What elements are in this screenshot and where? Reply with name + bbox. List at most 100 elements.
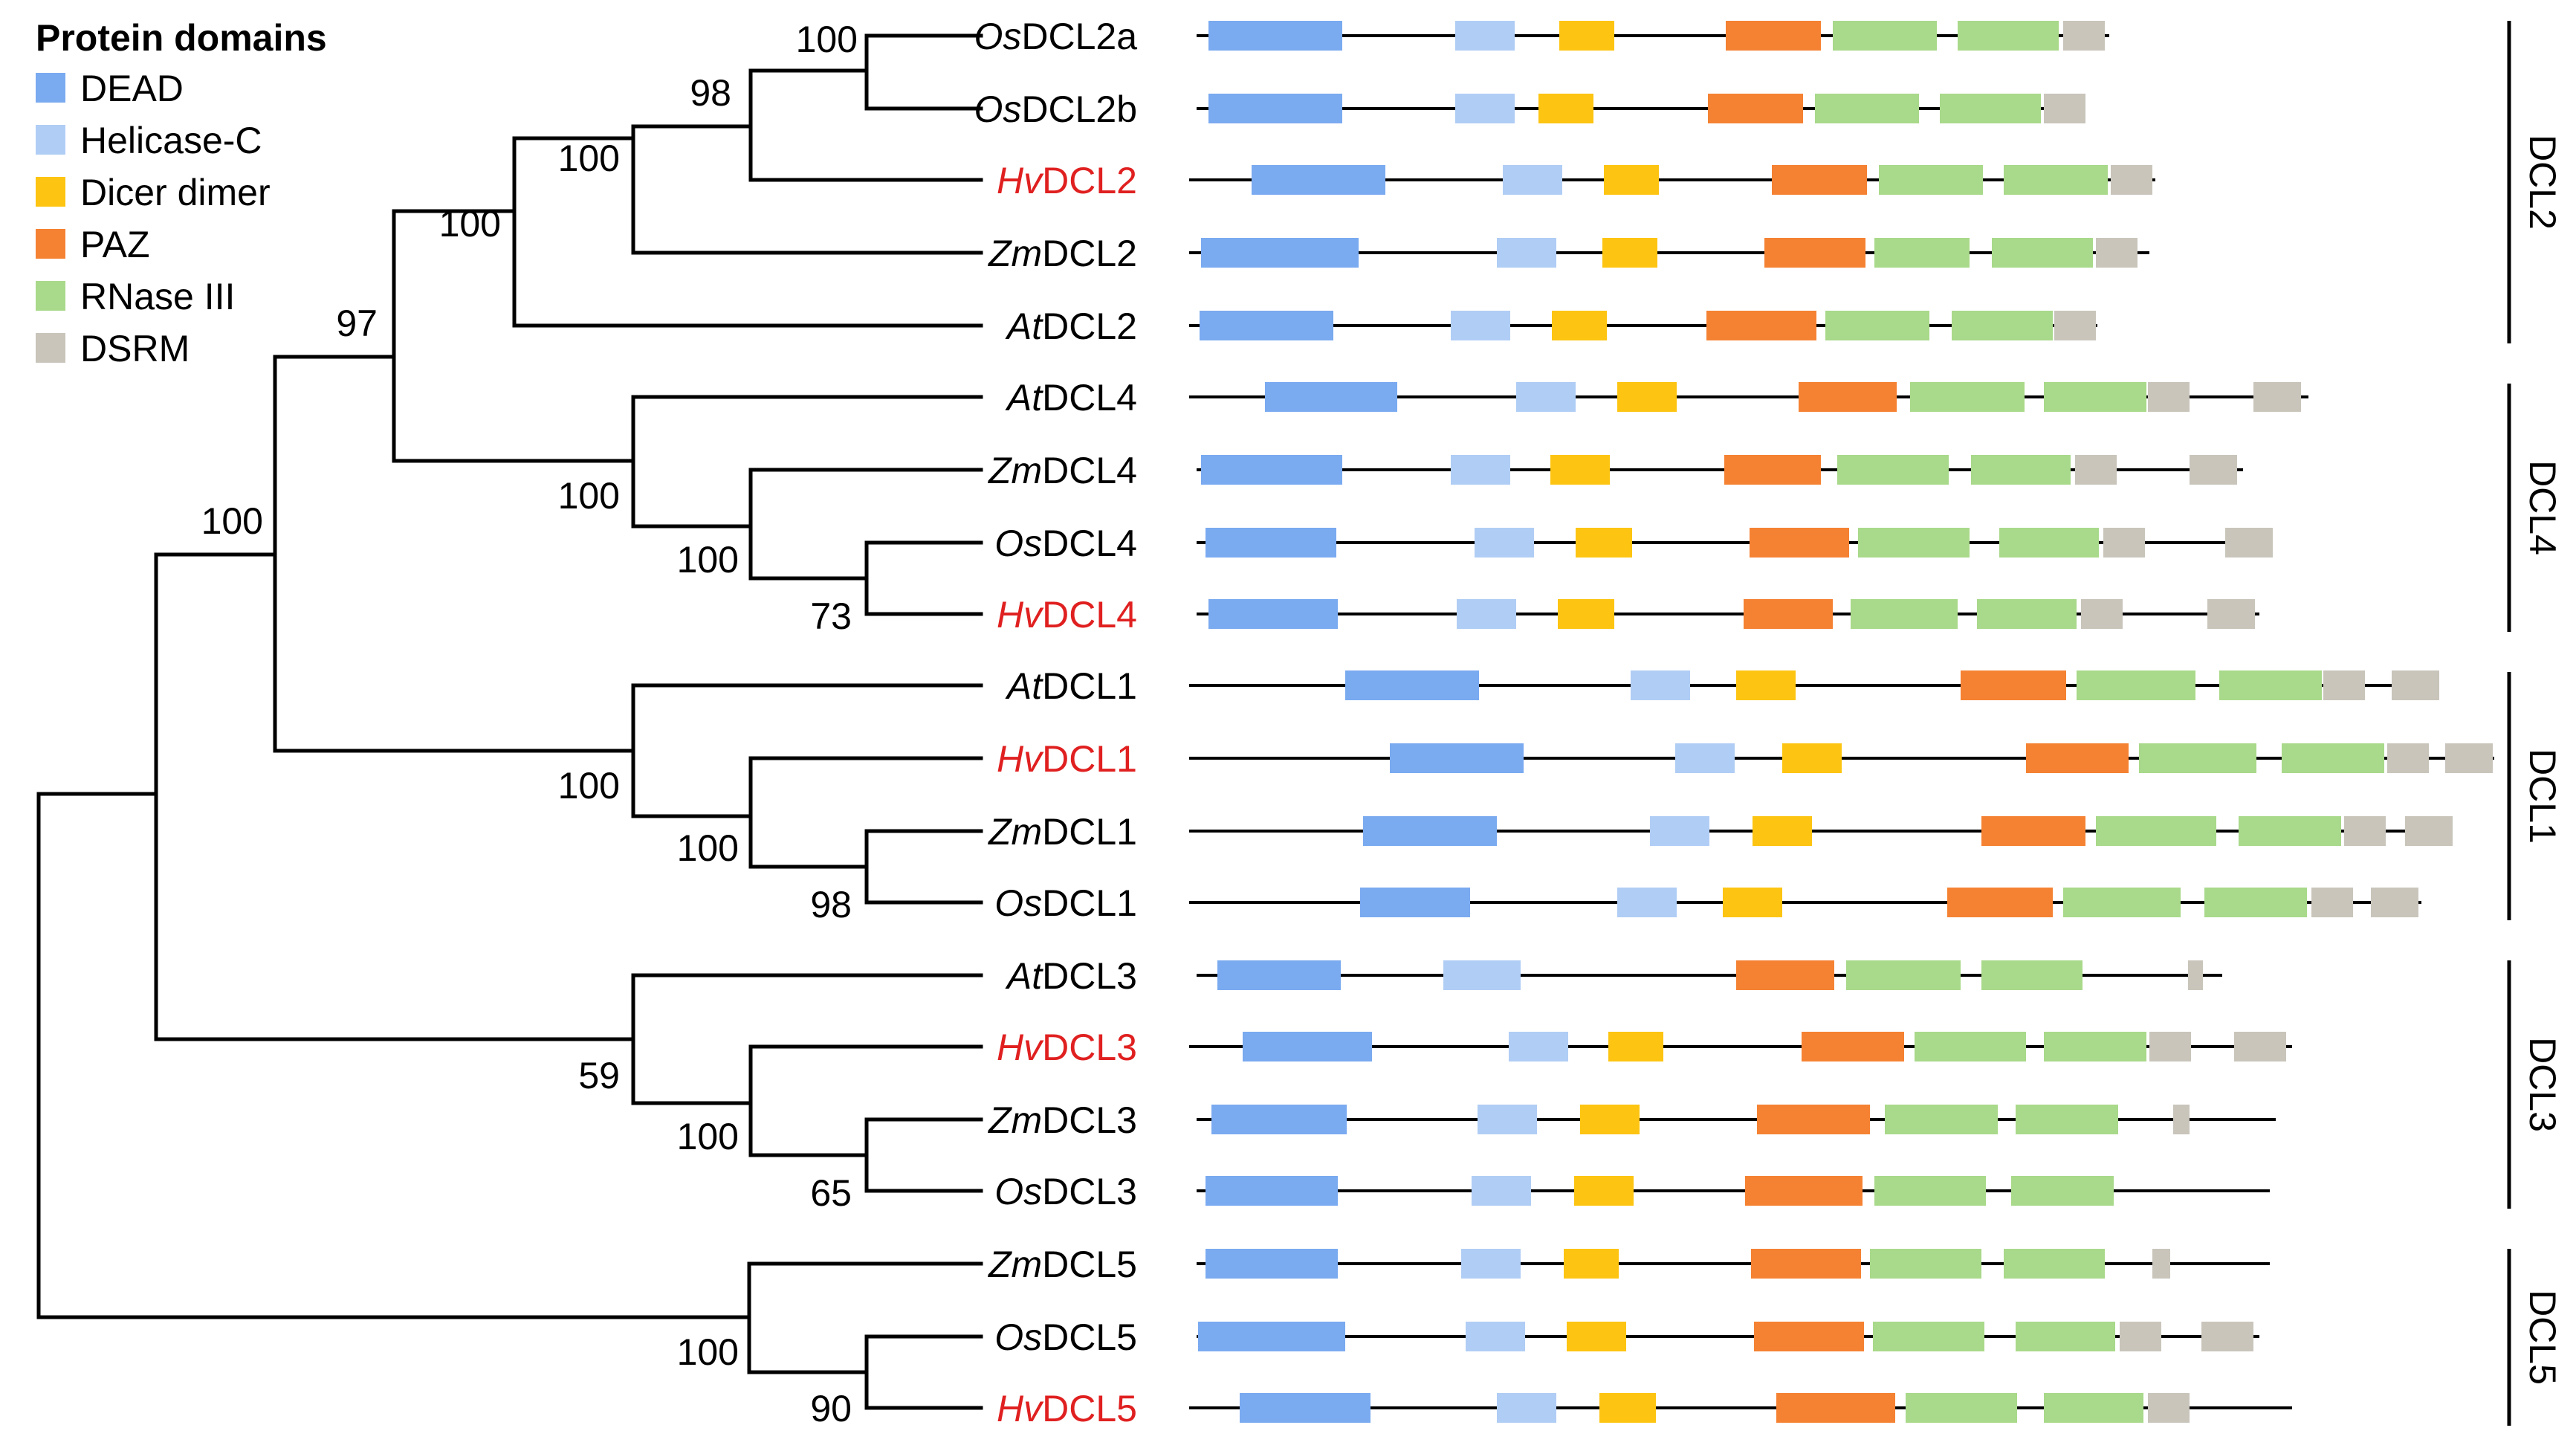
taxon-label: HvDCL5 bbox=[997, 1388, 1137, 1429]
domain-dim bbox=[1736, 670, 1796, 700]
taxon-gene: DCL2 bbox=[1042, 160, 1137, 201]
domain-dead bbox=[1243, 1032, 1372, 1061]
domain-rn3 bbox=[1833, 21, 1937, 51]
domain-hel bbox=[1457, 599, 1516, 629]
domain-dim bbox=[1617, 382, 1677, 412]
domain-paz bbox=[1757, 1105, 1870, 1134]
taxon-label: ZmDCL4 bbox=[988, 450, 1137, 491]
branch-node-dcl5-b bbox=[864, 1334, 983, 1410]
branch-node-dcl2-b bbox=[748, 68, 983, 182]
domain-rn3 bbox=[2016, 1105, 2118, 1134]
domain-dead bbox=[1208, 94, 1342, 123]
taxon-gene: DCL5 bbox=[1042, 1388, 1137, 1429]
branch-node-dcl1-c bbox=[864, 829, 983, 905]
domain-dsrm bbox=[2371, 888, 2418, 917]
domain-dead bbox=[1201, 455, 1342, 485]
domain-rn3 bbox=[2004, 1249, 2105, 1279]
domain-dsrm bbox=[2148, 382, 2190, 412]
domain-dsrm bbox=[2120, 1322, 2161, 1351]
domain-dsrm bbox=[2190, 455, 2237, 485]
domain-dsrm bbox=[2201, 1322, 2253, 1351]
domain-dsrm bbox=[2081, 599, 2123, 629]
protein-architecture bbox=[1189, 1393, 2292, 1423]
domain-rn3 bbox=[2219, 670, 2322, 700]
legend-swatch-dead bbox=[36, 73, 65, 103]
branch-node-main bbox=[154, 552, 635, 1041]
domain-rn3 bbox=[2204, 888, 2307, 917]
protein-architecture bbox=[1189, 382, 2308, 412]
domain-dsrm bbox=[2044, 94, 2085, 123]
domain-dead bbox=[1201, 238, 1359, 268]
taxon-label: HvDCL2 bbox=[997, 160, 1137, 201]
taxon-species: Hv bbox=[997, 1027, 1044, 1068]
domain-dsrm bbox=[2103, 528, 2145, 558]
domain-dsrm bbox=[2323, 670, 2365, 700]
domain-dsrm bbox=[2054, 311, 2096, 340]
domain-paz bbox=[1726, 21, 1821, 51]
branch-node-dcl2 bbox=[512, 136, 983, 328]
domain-dim bbox=[1608, 1032, 1663, 1061]
domain-hel bbox=[1497, 238, 1556, 268]
taxon-species: Zm bbox=[988, 450, 1042, 491]
protein-architecture bbox=[1197, 1105, 2276, 1134]
domain-paz bbox=[1736, 960, 1834, 990]
domain-rn3 bbox=[2239, 816, 2341, 846]
domain-hel bbox=[1650, 816, 1709, 846]
taxon-species: Zm bbox=[988, 1244, 1042, 1285]
domain-rn3 bbox=[1825, 311, 1929, 340]
taxon-species: Os bbox=[994, 882, 1042, 924]
domain-dsrm bbox=[2387, 743, 2429, 773]
domain-rn3 bbox=[2096, 816, 2216, 846]
taxon-label: OsDCL5 bbox=[994, 1316, 1137, 1358]
legend-swatch-dimer bbox=[36, 177, 65, 207]
domain-paz bbox=[2026, 743, 2129, 773]
protein-architecture bbox=[1189, 1032, 2292, 1061]
domain-dead bbox=[1200, 311, 1333, 340]
taxon-gene: DCL3 bbox=[1042, 1099, 1137, 1141]
domain-dsrm bbox=[2344, 816, 2386, 846]
taxon-label: AtDCL3 bbox=[1005, 955, 1137, 997]
bootstrap-values: 100 98 100 100 97 100 100 73 100 100 100… bbox=[201, 19, 858, 1429]
taxon-label: ZmDCL5 bbox=[988, 1244, 1137, 1285]
protein-architecture bbox=[1189, 165, 2155, 195]
domain-rn3 bbox=[1940, 94, 2041, 123]
taxon-label: OsDCL4 bbox=[994, 523, 1137, 564]
taxon-species: At bbox=[1005, 306, 1043, 347]
taxon-species: Os bbox=[994, 1171, 1042, 1212]
domain-paz bbox=[1724, 455, 1821, 485]
taxon-gene: DCL1 bbox=[1042, 882, 1137, 924]
domain-rn3 bbox=[2044, 382, 2146, 412]
branch-node-dcl3-c bbox=[864, 1117, 983, 1193]
taxon-label: HvDCL3 bbox=[997, 1027, 1137, 1068]
domain-dsrm bbox=[2392, 670, 2439, 700]
legend-swatch-paz bbox=[36, 229, 65, 259]
protein-architecture bbox=[1189, 670, 2439, 700]
protein-architecture bbox=[1189, 888, 2421, 917]
protein-architecture bbox=[1197, 21, 2109, 51]
domain-dead bbox=[1206, 1249, 1338, 1279]
domain-dead bbox=[1265, 382, 1397, 412]
domain-hel bbox=[1443, 960, 1521, 990]
support-value: 100 bbox=[677, 827, 739, 869]
taxon-gene: DCL1 bbox=[1042, 738, 1137, 780]
support-value: 59 bbox=[578, 1055, 620, 1096]
branch-node-dcl1 bbox=[631, 683, 983, 818]
legend-label-helicase: Helicase-C bbox=[80, 120, 262, 161]
branch-node-dcl4-c bbox=[864, 540, 983, 616]
domain-paz bbox=[1961, 670, 2066, 700]
domain-rn3 bbox=[1999, 528, 2099, 558]
domain-rn3 bbox=[2044, 1032, 2146, 1061]
branch-node-dcl1-b bbox=[748, 756, 983, 869]
domain-paz bbox=[1981, 816, 2085, 846]
domain-hel bbox=[1451, 311, 1510, 340]
domain-rn3 bbox=[1874, 238, 1970, 268]
legend: Protein domains DEAD Helicase-C Dicer di… bbox=[36, 17, 327, 369]
domain-dim bbox=[1580, 1105, 1640, 1134]
branch-node-dcl3 bbox=[631, 973, 983, 1105]
taxon-gene: DCL5 bbox=[1042, 1316, 1137, 1358]
support-value: 97 bbox=[336, 303, 378, 344]
taxon-species: Zm bbox=[988, 233, 1042, 274]
domain-dead bbox=[1360, 888, 1470, 917]
domain-rn3 bbox=[2077, 670, 2195, 700]
domain-paz bbox=[1776, 1393, 1895, 1423]
